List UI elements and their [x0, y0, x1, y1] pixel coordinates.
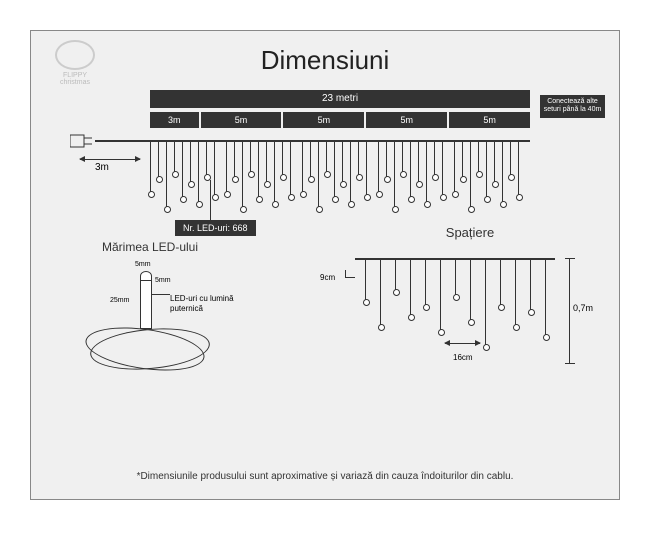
total-length-bar: 23 metri	[150, 90, 530, 108]
drop-line	[569, 258, 570, 363]
led-description: LED-uri cu lumină puternică	[170, 294, 240, 313]
section-bar: 5m	[366, 112, 447, 128]
spacing-strand	[365, 258, 366, 303]
led-count-badge: Nr. LED-uri: 668	[175, 220, 256, 236]
disclaimer-footnote: *Dimensiunile produsului sunt aproximati…	[0, 471, 650, 482]
led-strand	[510, 140, 511, 178]
led-strand	[290, 140, 291, 198]
spacing-strand	[395, 258, 396, 293]
gap-v-tick	[345, 270, 355, 278]
led-strand	[494, 140, 495, 185]
led-top	[140, 271, 152, 281]
led-body	[140, 279, 152, 329]
led-strand	[234, 140, 235, 180]
led-count-pointer	[210, 180, 211, 220]
led-strand	[310, 140, 311, 180]
led-strand	[350, 140, 351, 205]
led-strand	[358, 140, 359, 178]
spacing-strand	[455, 258, 456, 298]
lead-arrow	[80, 155, 140, 165]
led-strand	[426, 140, 427, 205]
spacing-strand	[500, 258, 501, 308]
led-strand	[282, 140, 283, 178]
lead-cable-label: 3m	[95, 162, 109, 173]
led-strand	[266, 140, 267, 185]
led-strand	[158, 140, 159, 180]
gap-h-arrow	[445, 343, 480, 351]
led-strand	[394, 140, 395, 210]
led-strand	[442, 140, 443, 198]
led-strand	[250, 140, 251, 175]
spacing-strand	[470, 258, 471, 323]
section-bar: 5m	[201, 112, 282, 128]
led-strand	[342, 140, 343, 185]
led-strand	[198, 140, 199, 205]
section-bar: 3m	[150, 112, 199, 128]
led-strand	[182, 140, 183, 200]
led-strand	[518, 140, 519, 198]
led-strand	[150, 140, 151, 195]
led-strand	[470, 140, 471, 210]
led-strand	[274, 140, 275, 205]
led-desc-pointer	[152, 294, 170, 295]
section-length-bars: 3m5m5m5m5m	[150, 112, 530, 128]
led-strand	[478, 140, 479, 175]
gap-horizontal-label: 16cm	[453, 353, 473, 362]
led-strand	[226, 140, 227, 195]
led-strand	[166, 140, 167, 210]
spacing-strand	[515, 258, 516, 328]
led-width-label: 5mm	[135, 261, 151, 268]
led-strand	[174, 140, 175, 175]
led-strand	[242, 140, 243, 210]
section-bar: 5m	[449, 112, 530, 128]
leaf-shape-2	[83, 321, 207, 377]
spacing-strand	[425, 258, 426, 308]
led-strand	[462, 140, 463, 180]
led-strand	[334, 140, 335, 200]
led-strand	[206, 140, 207, 178]
led-size-title: Mărimea LED-ului	[50, 240, 250, 254]
spacing-diagram: Spațiere 9cm 16cm 0,7m	[345, 225, 595, 378]
led-strand	[486, 140, 487, 200]
spacing-strand	[485, 258, 486, 348]
led-strand	[402, 140, 403, 175]
led-strand	[434, 140, 435, 178]
drop-height-label: 0,7m	[573, 303, 593, 313]
led-height-label: 25mm	[110, 297, 129, 304]
led-strand	[326, 140, 327, 175]
led-strand	[418, 140, 419, 185]
led-strand	[318, 140, 319, 210]
section-bar: 5m	[283, 112, 364, 128]
spacing-strand	[530, 258, 531, 313]
led-strand	[258, 140, 259, 200]
led-strand	[378, 140, 379, 195]
plug-icon	[70, 132, 95, 150]
spacing-strand	[545, 258, 546, 338]
led-size-diagram: Mărimea LED-ului 5mm 5mm 25mm LED-uri cu…	[50, 240, 250, 379]
spacing-strand	[440, 258, 441, 333]
spacing-title: Spațiere	[345, 225, 595, 240]
led-strand	[302, 140, 303, 195]
led-strand	[190, 140, 191, 185]
led-strand	[214, 140, 215, 198]
led-side-label: 5mm	[155, 277, 171, 284]
led-strand	[386, 140, 387, 180]
led-strands	[150, 140, 530, 230]
led-strand	[454, 140, 455, 195]
led-strand	[410, 140, 411, 200]
connection-note: Conectează alte seturi până la 40m	[540, 95, 605, 118]
spacing-strand	[410, 258, 411, 318]
gap-vertical-label: 9cm	[320, 273, 335, 282]
led-strand	[502, 140, 503, 205]
diagram-title: Dimensiuni	[0, 45, 650, 76]
led-strand	[366, 140, 367, 198]
spacing-strand	[380, 258, 381, 328]
